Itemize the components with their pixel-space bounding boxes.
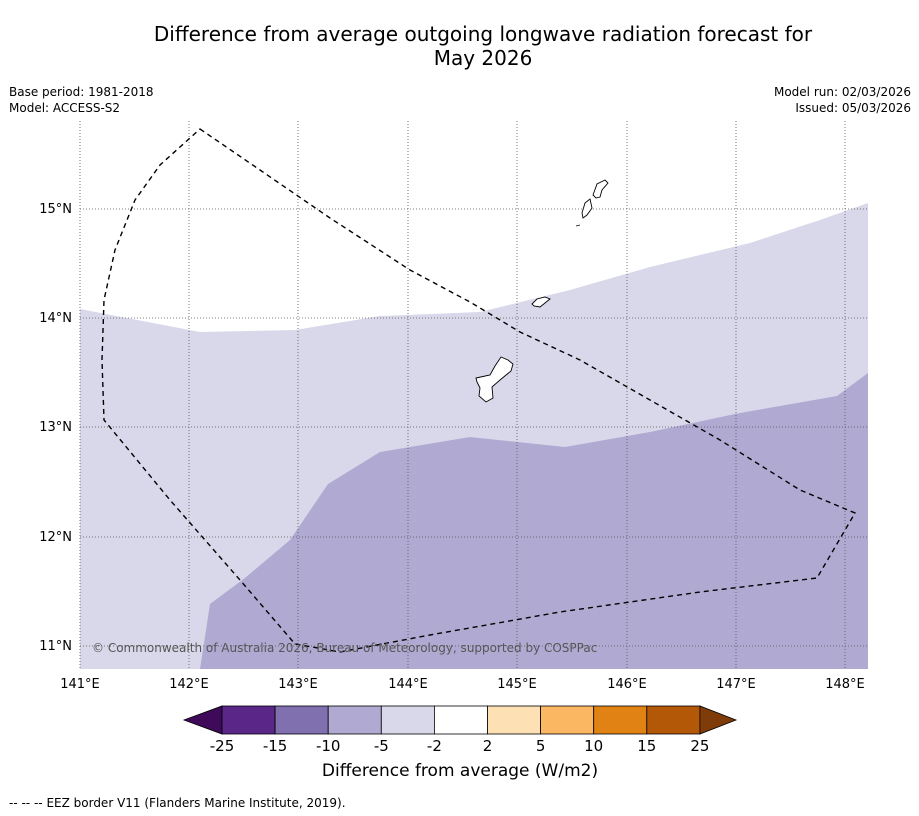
colorbar-extend-high <box>699 705 738 735</box>
latitude-labels: 15°N 14°N 13°N 12°N 11°N <box>39 202 72 654</box>
lat-label: 11°N <box>39 639 72 654</box>
colorbar-tick-label: 5 <box>536 737 546 755</box>
base-period: Base period: 1981-2018 <box>9 85 154 99</box>
meta-left: Base period: 1981-2018 Model: ACCESS-S2 <box>9 84 154 116</box>
model-run: Model run: 02/03/2026 <box>773 85 911 99</box>
colorbar-bin <box>221 705 276 735</box>
colorbar-tick-label: 15 <box>637 737 656 755</box>
longitude-labels: 141°E 142°E 143°E 144°E 145°E 146°E 147°… <box>60 677 865 692</box>
lon-label: 148°E <box>825 677 865 692</box>
lon-label: 144°E <box>388 677 428 692</box>
eez-legend-symbol: -- -- -- <box>9 796 43 810</box>
colorbar-tick-label: -10 <box>316 737 341 755</box>
lon-label: 146°E <box>607 677 647 692</box>
graticule <box>79 121 868 669</box>
colorbar-tick-label: 25 <box>690 737 709 755</box>
colorbar-bin <box>646 705 701 735</box>
colorbar-bin <box>487 705 541 735</box>
title-line-2: May 2026 <box>433 46 533 70</box>
aguijan-islet <box>575 224 581 227</box>
colorbar-bin <box>327 705 382 735</box>
eez-legend: -- -- -- EEZ border V11 (Flanders Marine… <box>9 796 346 810</box>
title-line-1: Difference from average outgoing longwav… <box>153 22 813 46</box>
colorbar-tick-label: -25 <box>210 737 235 755</box>
chart-title: Difference from average outgoing longwav… <box>120 22 846 70</box>
islands <box>475 179 609 403</box>
colorbar-bin <box>593 705 648 735</box>
colorbar-tick-label: -2 <box>427 737 442 755</box>
colorbar-bin <box>433 705 488 735</box>
colorbar-tick-label: -5 <box>374 737 389 755</box>
lat-label: 14°N <box>39 311 72 326</box>
saipan-island <box>592 179 609 199</box>
lon-label: 141°E <box>60 677 100 692</box>
rota-island <box>531 296 551 308</box>
meta-right: Model run: 02/03/2026 Issued: 05/03/2026 <box>774 84 911 116</box>
copyright-notice: © Commonwealth of Australia 2026, Bureau… <box>92 641 598 655</box>
colorbar-tick-label: 2 <box>483 737 493 755</box>
lat-label: 15°N <box>39 202 72 217</box>
colorbar-tick-label: 10 <box>584 737 603 755</box>
lon-label: 147°E <box>716 677 756 692</box>
colorbar-bin <box>274 705 329 735</box>
lon-label: 143°E <box>278 677 318 692</box>
model-name: Model: ACCESS-S2 <box>9 101 121 115</box>
colorbar-tick-label: -15 <box>263 737 288 755</box>
colorbar-bin <box>540 705 595 735</box>
colorbar-extend-low <box>182 705 223 735</box>
lat-label: 13°N <box>39 420 72 435</box>
lat-label: 12°N <box>39 530 72 545</box>
lon-label: 142°E <box>169 677 209 692</box>
eez-legend-text: EEZ border V11 (Flanders Marine Institut… <box>46 796 346 810</box>
anomaly-region-medium <box>200 373 868 669</box>
tinian-island <box>581 198 593 219</box>
issued-date: Issued: 05/03/2026 <box>795 101 911 115</box>
lon-label: 145°E <box>497 677 537 692</box>
colorbar-bin <box>380 705 435 735</box>
guam-island <box>475 356 514 403</box>
colorbar-label: Difference from average (W/m2) <box>321 761 599 781</box>
colorbar: -25 -15 -10 -5 -2 2 5 10 15 25 <box>182 705 738 755</box>
